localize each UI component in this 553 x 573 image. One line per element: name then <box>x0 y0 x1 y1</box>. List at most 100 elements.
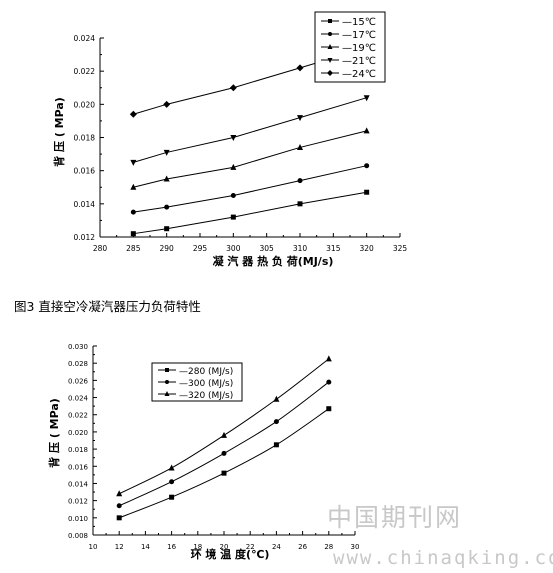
y-tick-label: 0.030 <box>68 343 88 351</box>
data-point <box>230 135 237 141</box>
data-point <box>230 163 237 170</box>
y-tick-label: 0.014 <box>68 480 89 488</box>
series-line <box>133 97 367 163</box>
watermark-logo-text: 中国期刊网 <box>327 503 463 532</box>
y-tick-label: 0.022 <box>74 67 96 76</box>
legend-label: —17℃ <box>342 30 376 41</box>
series-group <box>130 189 370 237</box>
legend-marker <box>327 70 333 76</box>
y-tick-label: 0.012 <box>68 498 88 506</box>
y-tick-label: 0.014 <box>74 200 96 209</box>
data-point <box>168 464 175 471</box>
x-tick-label: 295 <box>193 244 208 253</box>
y-tick-label: 0.020 <box>74 100 96 109</box>
data-point <box>116 490 123 497</box>
x-tick-label: 285 <box>126 244 141 253</box>
data-point <box>273 419 279 425</box>
data-point <box>229 84 237 92</box>
data-point <box>296 64 304 72</box>
legend-label: —280 (MJ/s) <box>179 367 233 377</box>
y-tick-label: 0.028 <box>68 360 88 368</box>
legend-marker <box>328 32 332 36</box>
legend-marker <box>327 44 333 49</box>
data-point <box>116 503 122 509</box>
legend-label: —300 (MJ/s) <box>179 379 233 389</box>
x-tick-label: 280 <box>93 244 108 253</box>
y-axis-title: 背 压 ( MPa) <box>52 97 66 167</box>
series-group <box>130 95 370 166</box>
data-point <box>164 226 170 232</box>
series-group <box>130 163 370 215</box>
x-tick-label: 26 <box>298 543 307 551</box>
data-point <box>163 175 170 182</box>
x-tick-label: 20 <box>220 543 229 551</box>
x-tick-label: 14 <box>141 543 150 551</box>
x-tick-label: 320 <box>360 244 375 253</box>
y-tick-label: 0.020 <box>68 429 88 437</box>
series-line <box>119 408 330 519</box>
data-point <box>169 479 175 485</box>
data-point <box>273 442 279 448</box>
legend-marker <box>164 391 170 396</box>
x-tick-label: 28 <box>324 543 333 551</box>
data-point <box>364 163 370 169</box>
data-point <box>297 178 303 184</box>
data-point <box>221 450 227 456</box>
series-line <box>133 165 367 213</box>
x-tick-label: 16 <box>167 543 176 551</box>
data-point <box>364 189 370 195</box>
legend-marker <box>327 58 333 63</box>
data-point <box>273 395 280 402</box>
legend-label: —19℃ <box>342 43 376 54</box>
data-point <box>221 431 227 438</box>
x-tick-label: 310 <box>293 244 308 253</box>
y-tick-label: 0.016 <box>74 167 96 176</box>
x-axis-title: 凝 汽 器 热 负 荷(MJ/s) <box>213 254 334 268</box>
data-point <box>130 159 137 166</box>
data-point <box>363 95 370 102</box>
y-tick-label: 0.008 <box>68 532 88 540</box>
legend-marker <box>165 368 169 372</box>
series-group <box>116 406 332 521</box>
watermark-url: www.chinaqking.com <box>333 547 553 569</box>
legend-label: —320 (MJ/s) <box>179 391 233 401</box>
data-point <box>230 193 236 199</box>
y-tick-label: 0.022 <box>68 412 88 420</box>
legend-marker <box>328 19 332 23</box>
data-point <box>297 115 303 122</box>
y-tick-label: 0.026 <box>68 377 89 385</box>
data-point <box>230 214 236 220</box>
legend-label: —24℃ <box>342 69 376 80</box>
y-tick-label: 0.010 <box>68 515 88 523</box>
x-tick-label: 325 <box>393 244 408 253</box>
data-point <box>163 149 170 156</box>
data-point <box>363 127 370 134</box>
x-tick-label: 18 <box>193 543 202 551</box>
data-point <box>221 470 227 476</box>
data-point <box>130 183 137 190</box>
data-point <box>130 231 136 237</box>
x-axis-title: 环 境 温 度(℃) <box>191 547 270 561</box>
y-tick-label: 0.018 <box>68 446 88 454</box>
chart-condenser-heat-load: 280 285 290 295 300 305 310 315 320 325 0.012 0.014… <box>52 11 408 268</box>
x-tick-label: 10 <box>89 543 98 551</box>
data-point <box>130 209 136 215</box>
series-group <box>116 379 332 509</box>
data-point <box>297 201 303 207</box>
x-tick-label: 315 <box>326 244 341 253</box>
data-point <box>164 204 170 210</box>
series-group <box>116 355 332 497</box>
x-tick-label: 290 <box>160 244 175 253</box>
x-tick-label: 300 <box>226 244 241 253</box>
x-tick-label: 305 <box>260 244 275 253</box>
data-point <box>326 379 332 385</box>
x-tick-label: 30 <box>351 543 360 551</box>
y-tick-label: 0.018 <box>74 134 96 143</box>
legend-marker <box>165 380 169 384</box>
x-tick-label: 22 <box>246 543 255 551</box>
y-tick-label: 0.016 <box>68 463 89 471</box>
figure-caption: 图3 直接空冷凝汽器压力负荷特性 <box>14 299 201 314</box>
legend-label: —21℃ <box>342 56 376 67</box>
data-point <box>163 100 171 108</box>
y-tick-label: 0.024 <box>68 395 89 403</box>
